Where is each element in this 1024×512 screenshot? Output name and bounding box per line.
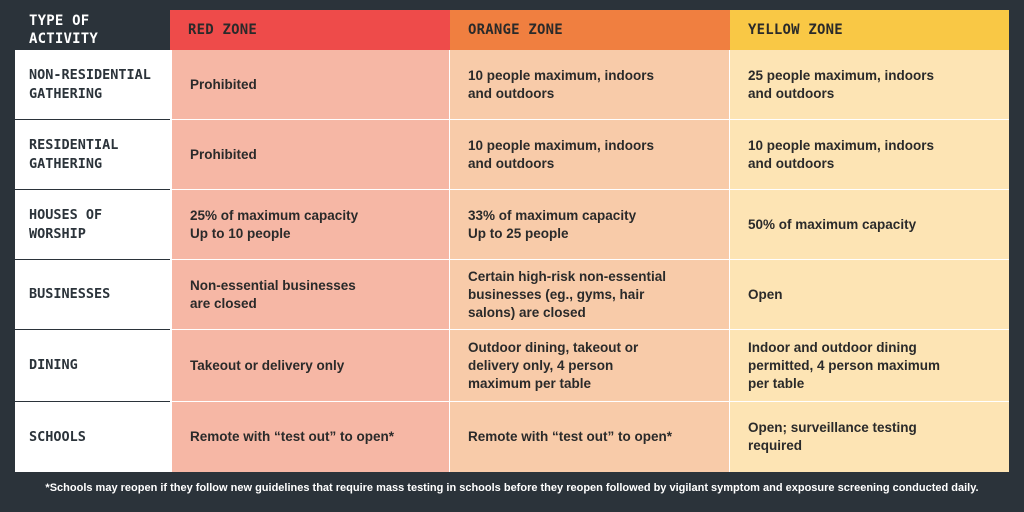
activity-schools: SCHOOLS	[15, 402, 170, 472]
header-yellow-label: YELLOW ZONE	[748, 22, 843, 38]
red-zone-text: Takeout or delivery only	[190, 357, 345, 373]
orange-zone-cell: Certain high-risk non-essential business…	[450, 260, 730, 330]
header-yellow-zone: YELLOW ZONE	[730, 10, 1009, 50]
activity-businesses: BUSINESSES	[15, 260, 170, 330]
activity-label: SCHOOLS	[29, 428, 86, 445]
orange-zone-cell: 10 people maximum, indoors and outdoors	[450, 50, 730, 120]
yellow-zone-cell: Indoor and outdoor dining permitted, 4 p…	[730, 330, 1009, 402]
yellow-zone-text: 50% of maximum capacity	[748, 216, 917, 232]
yellow-zone-text: 10 people maximum, indoors and outdoors	[748, 137, 935, 171]
schools-footnote: *Schools may reopen if they follow new g…	[45, 482, 979, 494]
header-orange-label: ORANGE ZONE	[468, 22, 563, 38]
activity-label: HOUSES OF WORSHIP	[29, 206, 103, 242]
header-red-zone: RED ZONE	[170, 10, 450, 50]
activity-dining: DINING	[15, 330, 170, 402]
yellow-zone-cell: 10 people maximum, indoors and outdoors	[730, 120, 1009, 190]
header-red-label: RED ZONE	[188, 22, 258, 38]
red-zone-text: Non-essential businesses are closed	[190, 277, 356, 311]
activity-residential-gathering: RESIDENTIAL GATHERING	[15, 120, 170, 190]
zone-restrictions-table: TYPE OF ACTIVITY RED ZONE ORANGE ZONE YE…	[15, 10, 1009, 472]
red-zone-cell: Remote with “test out” to open*	[170, 402, 450, 472]
orange-zone-cell: 10 people maximum, indoors and outdoors	[450, 120, 730, 190]
activity-non-residential-gathering: NON-RESIDENTIAL GATHERING	[15, 50, 170, 120]
header-type-label: TYPE OF ACTIVITY	[29, 13, 99, 47]
orange-zone-text: 10 people maximum, indoors and outdoors	[468, 67, 655, 101]
orange-zone-text: 10 people maximum, indoors and outdoors	[468, 137, 655, 171]
orange-zone-cell: 33% of maximum capacity Up to 25 people	[450, 190, 730, 260]
yellow-zone-text: Open	[748, 286, 783, 302]
orange-zone-cell: Remote with “test out” to open*	[450, 402, 730, 472]
activity-label: RESIDENTIAL GATHERING	[29, 136, 119, 172]
yellow-zone-cell: 50% of maximum capacity	[730, 190, 1009, 260]
yellow-zone-text: 25 people maximum, indoors and outdoors	[748, 67, 935, 101]
activity-label: NON-RESIDENTIAL GATHERING	[29, 66, 151, 102]
orange-zone-text: Certain high-risk non-essential business…	[468, 268, 667, 320]
activity-houses-of-worship: HOUSES OF WORSHIP	[15, 190, 170, 260]
orange-zone-text: Remote with “test out” to open*	[468, 429, 672, 444]
red-zone-cell: 25% of maximum capacity Up to 10 people	[170, 190, 450, 260]
activity-label: BUSINESSES	[29, 286, 111, 302]
red-zone-text: 25% of maximum capacity Up to 10 people	[190, 207, 359, 241]
orange-zone-text: Outdoor dining, takeout or delivery only…	[468, 339, 639, 391]
red-zone-text: Prohibited	[190, 146, 257, 162]
red-zone-cell: Non-essential businesses are closed	[170, 260, 450, 330]
orange-zone-text: 33% of maximum capacity Up to 25 people	[468, 207, 637, 241]
yellow-zone-cell: Open; surveillance testing required	[730, 402, 1009, 472]
red-zone-cell: Prohibited	[170, 50, 450, 120]
red-zone-cell: Takeout or delivery only	[170, 330, 450, 402]
yellow-zone-cell: Open	[730, 260, 1009, 330]
header-type-of-activity: TYPE OF ACTIVITY	[15, 10, 170, 50]
yellow-zone-text: Indoor and outdoor dining permitted, 4 p…	[748, 339, 941, 391]
red-zone-cell: Prohibited	[170, 120, 450, 190]
activity-label: DINING	[29, 357, 78, 373]
red-zone-text: Prohibited	[190, 76, 257, 92]
red-zone-text: Remote with “test out” to open*	[190, 429, 394, 444]
yellow-zone-text: Open; surveillance testing required	[748, 420, 917, 453]
header-orange-zone: ORANGE ZONE	[450, 10, 730, 50]
orange-zone-cell: Outdoor dining, takeout or delivery only…	[450, 330, 730, 402]
yellow-zone-cell: 25 people maximum, indoors and outdoors	[730, 50, 1009, 120]
